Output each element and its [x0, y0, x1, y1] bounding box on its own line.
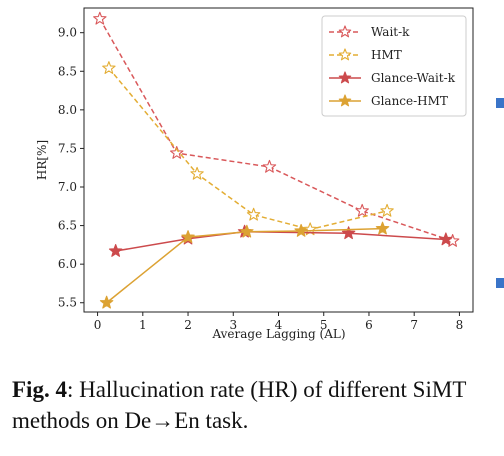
caption-text: : Hallucination rate (HR) of different S…: [12, 377, 466, 433]
y-tick-label: 5.5: [58, 296, 77, 310]
data-point-hmt: [247, 208, 259, 220]
data-point-hmt: [381, 204, 393, 216]
y-tick-label: 6.0: [58, 257, 77, 271]
data-point-glance-wait-k: [342, 227, 354, 239]
legend-label: Glance-Wait-k: [371, 71, 456, 85]
data-point-wait-k: [356, 204, 368, 216]
y-tick-label: 8.5: [58, 64, 77, 78]
y-tick-label: 9.0: [58, 26, 77, 40]
y-tick-label: 7.0: [58, 180, 77, 194]
data-point-glance-hmt: [100, 296, 112, 308]
data-point-wait-k: [171, 147, 183, 159]
x-tick-label: 7: [410, 318, 418, 332]
x-tick-label: 0: [94, 318, 102, 332]
edge-marker-top: [496, 98, 504, 108]
y-tick-label: 8.0: [58, 103, 77, 117]
series-line-glance-hmt: [107, 229, 383, 303]
edge-marker-bottom: [496, 278, 504, 288]
legend-label: Glance-HMT: [371, 94, 448, 108]
data-point-wait-k: [263, 160, 275, 172]
series-glance-wait-k: [109, 225, 452, 256]
series-line-glance-wait-k: [116, 232, 446, 251]
data-point-hmt: [103, 62, 115, 74]
x-tick-label: 8: [456, 318, 464, 332]
y-tick-label: 7.5: [58, 141, 77, 155]
y-tick-label: 6.5: [58, 219, 77, 233]
legend: Wait-k HMT Glance-Wait-k Glance-HMT: [322, 16, 466, 116]
y-axis-label: HR[%]: [35, 140, 49, 180]
data-point-glance-hmt: [376, 222, 388, 234]
y-axis-ticks: 5.5 6.0 6.5 7.0 7.5 8.0 8.5 9.0: [58, 26, 84, 310]
x-tick-label: 2: [184, 318, 192, 332]
figure-label: Fig. 4: [12, 377, 67, 402]
data-point-glance-wait-k: [109, 245, 121, 257]
figure-caption: Fig. 4: Hallucination rate (HR) of diffe…: [12, 374, 498, 436]
data-point-wait-k: [94, 12, 106, 24]
x-tick-label: 1: [139, 318, 147, 332]
x-tick-label: 6: [365, 318, 373, 332]
x-axis-label: Average Lagging (AL): [211, 327, 345, 341]
legend-label: HMT: [371, 48, 402, 62]
legend-label: Wait-k: [371, 25, 410, 39]
